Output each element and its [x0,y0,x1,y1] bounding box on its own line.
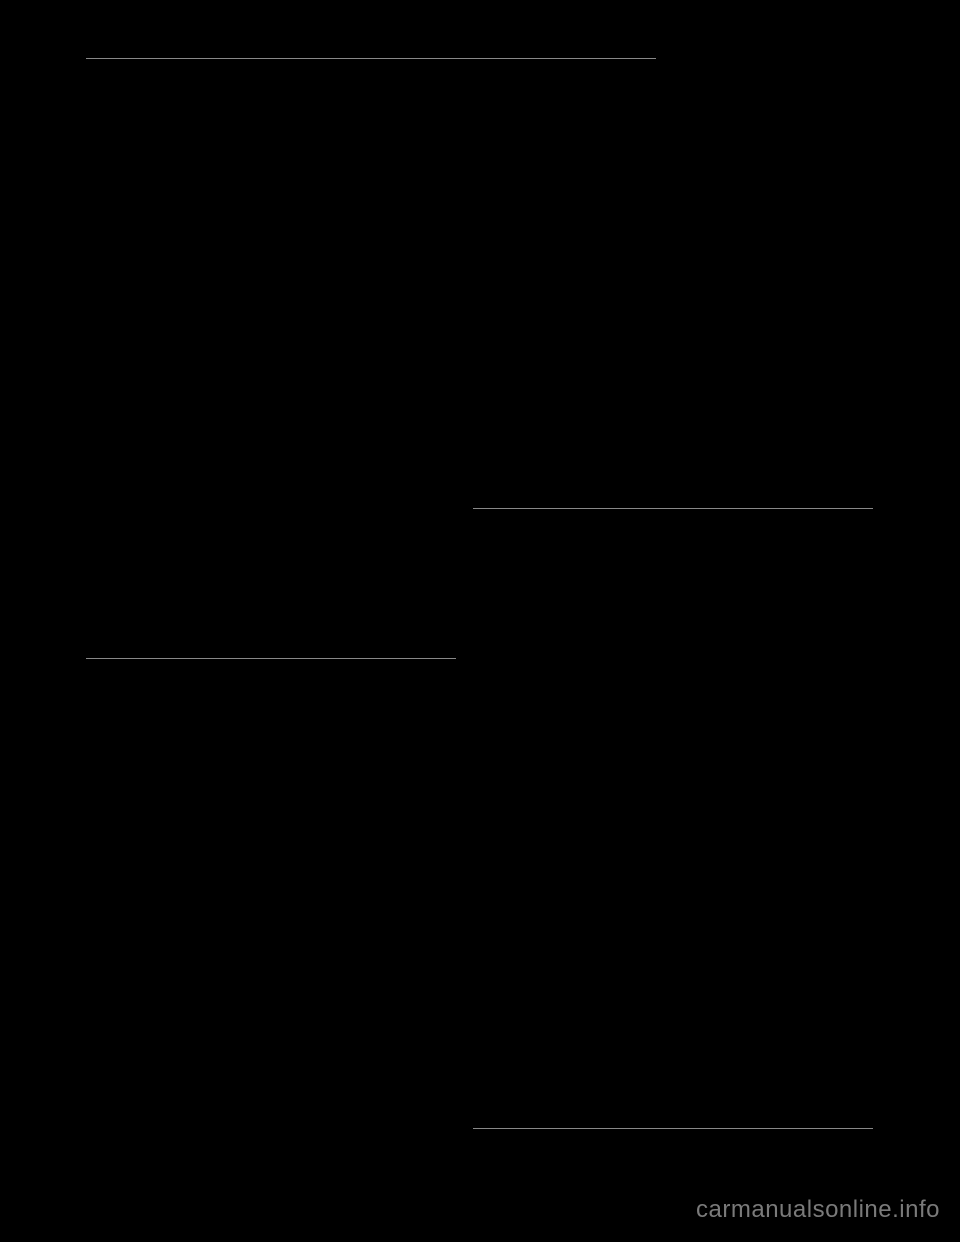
watermark-text: carmanualsonline.info [696,1196,940,1224]
divider-line-4 [473,1128,873,1129]
divider-line-2 [473,508,873,509]
divider-line-1 [86,58,656,59]
divider-line-3 [86,658,456,659]
